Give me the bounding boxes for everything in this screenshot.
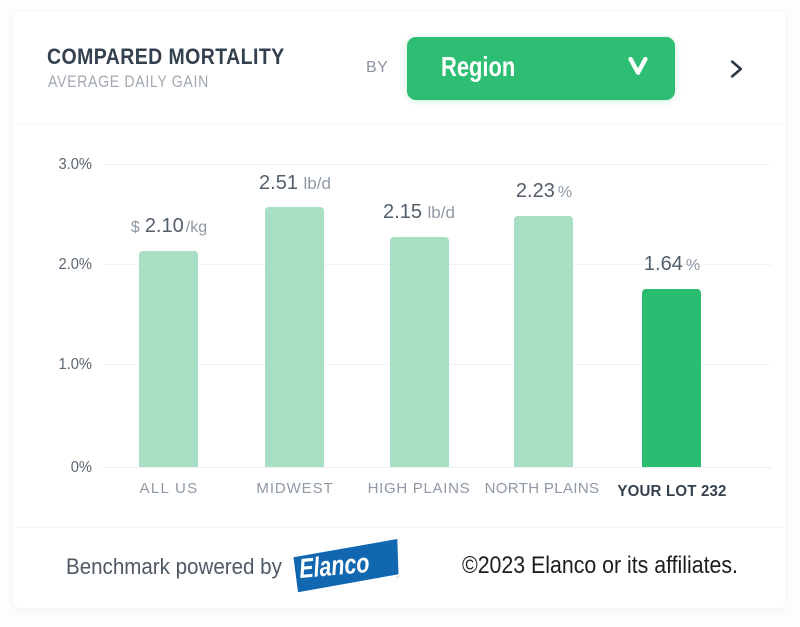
svg-text:Elanco: Elanco: [298, 549, 371, 585]
svg-text:TM: TM: [395, 575, 400, 580]
